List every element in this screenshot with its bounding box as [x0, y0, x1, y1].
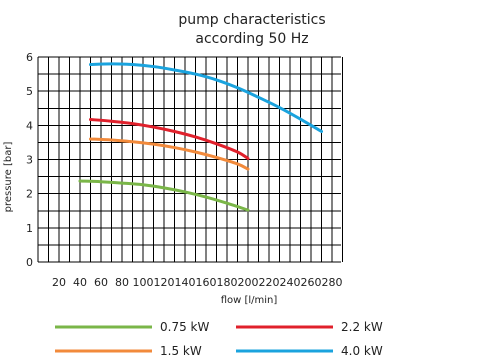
y-tick-label: 4: [26, 119, 33, 132]
y-axis-label: pressure [bar]: [3, 142, 14, 213]
x-tick-label: 140: [175, 276, 196, 289]
legend-label-1-5-kw: 1.5 kW: [160, 344, 202, 358]
x-tick-label: 20: [52, 276, 66, 289]
legend-label-4-0-kw: 4.0 kW: [341, 344, 383, 358]
series-line-1-5-kw: [89, 137, 250, 171]
chart-axes: [37, 57, 341, 263]
chart-title-line-1: pump characteristics: [178, 12, 325, 28]
chart-series: [78, 62, 323, 212]
x-tick-label: 160: [196, 276, 217, 289]
x-tick-label: 260: [301, 276, 322, 289]
x-tick-label: 200: [238, 276, 259, 289]
series-line-0-75-kw: [78, 179, 250, 212]
y-tick-label: 3: [26, 154, 33, 167]
series-line-2-2-kw: [89, 118, 250, 160]
x-tick-label: 60: [94, 276, 108, 289]
chart-ticks: 20 40 60 80 100 120 140 160 180 200 220 240 260 280 0 1…: [26, 51, 343, 289]
x-tick-label: 40: [73, 276, 87, 289]
y-tick-label: 1: [26, 222, 33, 235]
chart-title: pump characteristics according 50 Hz: [178, 12, 325, 47]
legend-label-0-75-kw: 0.75 kW: [160, 320, 209, 334]
legend-label-2-2-kw: 2.2 kW: [341, 320, 383, 334]
x-tick-label: 220: [259, 276, 280, 289]
x-tick-label: 240: [280, 276, 301, 289]
x-tick-label: 280: [322, 276, 343, 289]
chart-title-line-2: according 50 Hz: [195, 31, 308, 47]
x-tick-label: 100: [133, 276, 154, 289]
x-axis-label: flow [l/min]: [221, 295, 278, 306]
series-line-4-0-kw: [89, 62, 323, 133]
x-tick-label: 120: [154, 276, 175, 289]
y-tick-label: 2: [26, 188, 33, 201]
chart-grid: [37, 56, 343, 263]
y-tick-label: 0: [26, 256, 33, 269]
x-tick-label: 80: [115, 276, 129, 289]
chart-legend: 0.75 kW 1.5 kW 2.2 kW 4.0 kW: [55, 320, 383, 358]
y-tick-label: 5: [26, 85, 33, 98]
y-tick-label: 6: [26, 51, 33, 64]
x-tick-label: 180: [217, 276, 238, 289]
